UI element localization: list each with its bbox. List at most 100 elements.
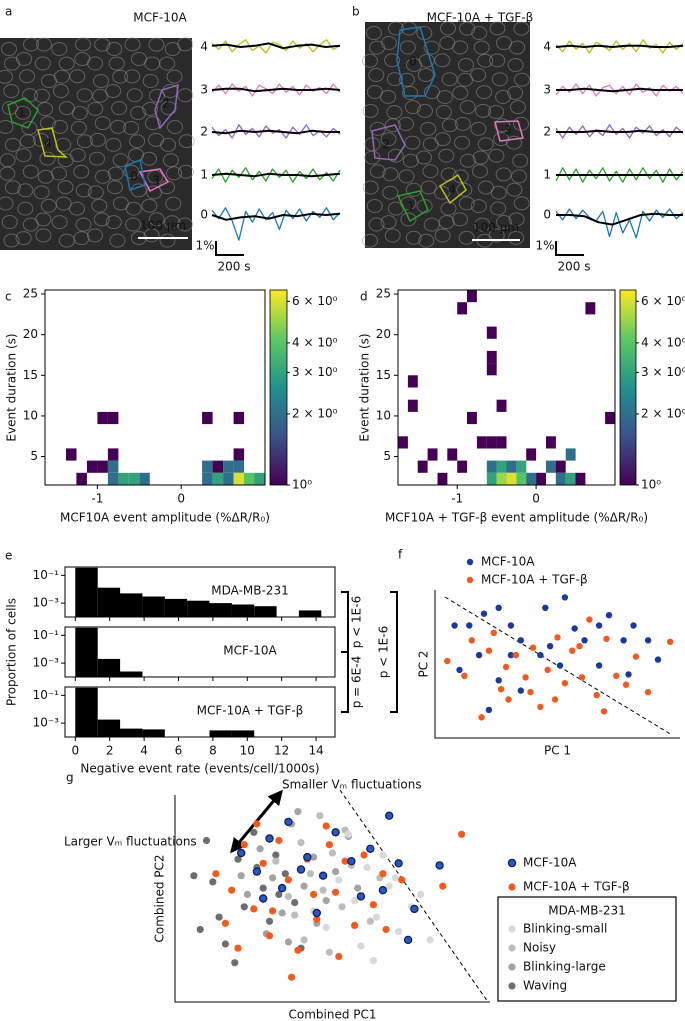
scatter-point [310,853,318,861]
scatter-point [366,844,375,854]
heatmap-cell [212,472,224,485]
cell-outline [384,228,401,243]
scatter-point [495,604,502,611]
y-tick-label: 10 [23,408,38,422]
heatmap-cell [407,375,418,388]
cell-outline [441,72,458,87]
y-axis-label: Combined PC2 [153,854,167,942]
cell-outline [400,212,417,227]
cell-outline [87,56,104,71]
scatter-point [284,817,293,827]
scatter-point [475,651,483,659]
cell-outline [93,74,109,88]
panel-label: d [360,290,368,304]
cell-outline [382,185,399,200]
cell-outline [177,217,193,232]
cell-outline [73,164,90,179]
scatter-point [265,917,274,925]
scatter-point [252,867,262,876]
scatter-point [306,870,314,878]
cell-outline [39,151,56,166]
trace [555,208,684,239]
heatmap-cell [407,399,418,412]
cell-outline [105,215,122,230]
cell-outline [369,164,386,179]
cell-outline [166,166,182,181]
scatter-point [451,622,458,629]
cell-outline [459,100,476,115]
heatmap-cell [97,411,108,425]
trace-label: 4 [200,40,208,54]
cell-outline [459,21,476,36]
cell-outline [73,231,90,246]
trace-mean [556,129,683,133]
trace [555,39,684,54]
scatter-point [231,959,239,967]
plot-frame [64,626,336,678]
cell-outline [125,217,142,232]
heatmap-cell [86,460,98,473]
roi-outline [396,190,429,223]
cell-outline [416,103,433,118]
cell-outline [416,150,432,165]
panel-label: b [352,5,360,19]
scatter-point [215,913,223,921]
trace-label: 2 [200,125,208,139]
series-label: MCF-10A [223,644,277,658]
heatmap-cell [486,460,497,473]
y-tick-label: 10⁻³ [33,716,60,730]
legend-label: MCF-10A + TGF-β [481,573,588,587]
cell-outline [434,53,451,68]
panel-title: MCF-10A [133,11,187,25]
scatter-point [328,849,337,857]
cell-outline [488,148,505,163]
plot-frame [397,289,616,486]
microscopy-image [365,22,530,248]
y-tick-label: 20 [23,327,38,341]
trace-label: 1 [200,168,208,182]
y-tick-label: 15 [23,368,38,382]
cell-outline [384,53,401,68]
scatter-point [537,651,544,659]
heatmap-cell [536,472,546,485]
scatter-point [495,677,502,684]
cell-outline [364,150,381,165]
cell-outline [441,118,458,133]
cell-outline [15,231,32,246]
scatter-point [265,834,274,843]
bracket [390,591,398,713]
panel-label: g [66,771,74,785]
legend-label: Noisy [523,941,556,955]
cell-outline [476,85,493,100]
scatter-point [275,836,283,845]
cell-outline [15,105,31,120]
heatmap-cell [233,460,245,473]
roi-outline [7,97,39,129]
histogram-bar [231,604,255,617]
scatter-point [240,841,248,849]
heatmap-cell [223,460,234,473]
cell-outline [106,42,123,56]
cell-outline [489,21,506,36]
cell-outline [434,132,451,147]
cell-outline [404,135,421,150]
scatter-point [551,696,559,703]
y-axis-label: Event duration (s) [5,333,19,441]
cell-outline [477,137,494,152]
cell-outline [160,137,177,152]
roi-label: 2 [162,97,170,111]
scatter-point [581,637,588,644]
scatter-point [466,622,473,629]
heatmap-cell [486,436,497,449]
heatmap-cell [526,448,537,461]
cell-outline [3,84,20,98]
scatter-point [284,938,292,946]
colorbar-tick-label: 4 × 10⁰ [641,335,685,349]
cell-outline [423,40,440,55]
scale-label: 100 µm [473,221,519,235]
scatter-point [403,935,413,945]
cell-outline [401,21,417,36]
heatmap-cell [457,460,468,473]
y-tick-label: 10⁻¹ [33,628,60,642]
scatter-point [256,845,264,853]
